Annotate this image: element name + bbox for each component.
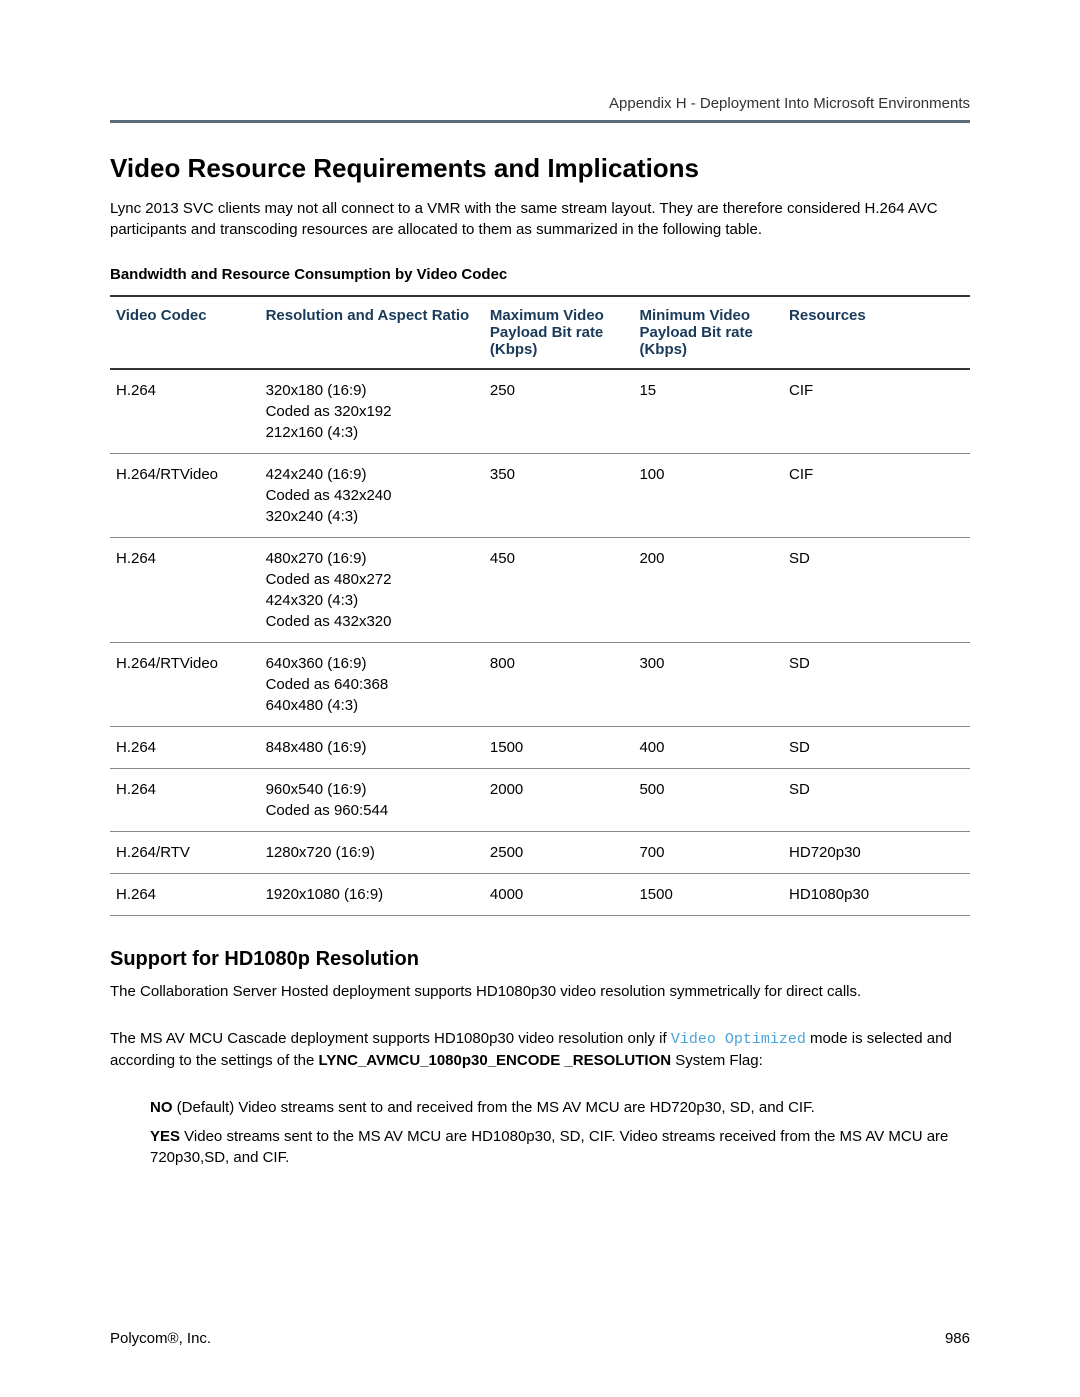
codec-table: Video Codec Resolution and Aspect Ratio … (110, 295, 970, 916)
cell-min: 400 (633, 727, 783, 769)
cell-resolution: 640x360 (16:9) Coded as 640:368 640x480 … (260, 643, 484, 727)
s2p2-post: System Flag: (671, 1052, 763, 1069)
s2p2-pre: The MS AV MCU Cascade deployment support… (110, 1030, 671, 1047)
cell-resources: CIF (783, 454, 970, 538)
th-max: Maximum Video Payload Bit rate (Kbps) (484, 296, 634, 369)
flag-no: NO (Default) Video streams sent to and r… (150, 1097, 970, 1118)
cell-resolution: 320x180 (16:9) Coded as 320x192 212x160 … (260, 369, 484, 454)
cell-max: 4000 (484, 874, 634, 916)
cell-resolution: 960x540 (16:9) Coded as 960:544 (260, 769, 484, 832)
section2-para2: The MS AV MCU Cascade deployment support… (110, 1028, 970, 1071)
table-caption: Bandwidth and Resource Consumption by Vi… (110, 266, 970, 283)
cell-codec: H.264/RTVideo (110, 643, 260, 727)
table-row: H.2641920x1080 (16:9)40001500HD1080p30 (110, 874, 970, 916)
flag-yes-label: YES (150, 1128, 180, 1145)
table-row: H.264480x270 (16:9) Coded as 480x272 424… (110, 538, 970, 643)
cell-codec: H.264 (110, 874, 260, 916)
table-row: H.264848x480 (16:9)1500400SD (110, 727, 970, 769)
th-min: Minimum Video Payload Bit rate (Kbps) (633, 296, 783, 369)
cell-min: 700 (633, 832, 783, 874)
cell-resources: SD (783, 643, 970, 727)
cell-codec: H.264 (110, 369, 260, 454)
cell-min: 300 (633, 643, 783, 727)
cell-resources: HD720p30 (783, 832, 970, 874)
cell-max: 450 (484, 538, 634, 643)
cell-min: 500 (633, 769, 783, 832)
cell-min: 1500 (633, 874, 783, 916)
page-footer: Polycom®, Inc. 986 (110, 1330, 970, 1347)
cell-resources: SD (783, 538, 970, 643)
cell-codec: H.264 (110, 727, 260, 769)
header-rule (110, 120, 970, 123)
cell-resolution: 848x480 (16:9) (260, 727, 484, 769)
cell-resources: SD (783, 727, 970, 769)
cell-max: 2500 (484, 832, 634, 874)
table-row: H.264320x180 (16:9) Coded as 320x192 212… (110, 369, 970, 454)
table-row: H.264/RTV1280x720 (16:9)2500700HD720p30 (110, 832, 970, 874)
footer-left: Polycom®, Inc. (110, 1330, 211, 1347)
cell-resources: CIF (783, 369, 970, 454)
flag-yes-text: Video streams sent to the MS AV MCU are … (150, 1128, 948, 1166)
s2p2-mono: Video Optimized (671, 1031, 806, 1048)
cell-resolution: 424x240 (16:9) Coded as 432x240 320x240 … (260, 454, 484, 538)
table-row: H.264/RTVideo424x240 (16:9) Coded as 432… (110, 454, 970, 538)
cell-codec: H.264 (110, 538, 260, 643)
th-resolution: Resolution and Aspect Ratio (260, 296, 484, 369)
section2-heading: Support for HD1080p Resolution (110, 948, 970, 971)
cell-min: 100 (633, 454, 783, 538)
th-codec: Video Codec (110, 296, 260, 369)
cell-resolution: 1280x720 (16:9) (260, 832, 484, 874)
cell-max: 800 (484, 643, 634, 727)
cell-max: 250 (484, 369, 634, 454)
th-resources: Resources (783, 296, 970, 369)
table-row: H.264960x540 (16:9) Coded as 960:5442000… (110, 769, 970, 832)
cell-codec: H.264/RTVideo (110, 454, 260, 538)
cell-max: 350 (484, 454, 634, 538)
flag-no-text: (Default) Video streams sent to and rece… (173, 1099, 815, 1116)
cell-resources: HD1080p30 (783, 874, 970, 916)
cell-resolution: 480x270 (16:9) Coded as 480x272 424x320 … (260, 538, 484, 643)
cell-min: 15 (633, 369, 783, 454)
page-title: Video Resource Requirements and Implicat… (110, 153, 970, 184)
cell-codec: H.264/RTV (110, 832, 260, 874)
flag-no-label: NO (150, 1099, 173, 1116)
table-row: H.264/RTVideo640x360 (16:9) Coded as 640… (110, 643, 970, 727)
flag-yes: YES Video streams sent to the MS AV MCU … (150, 1126, 970, 1168)
section2-para1: The Collaboration Server Hosted deployme… (110, 981, 970, 1002)
page-header: Appendix H - Deployment Into Microsoft E… (110, 95, 970, 112)
intro-paragraph: Lync 2013 SVC clients may not all connec… (110, 198, 970, 240)
cell-min: 200 (633, 538, 783, 643)
s2p2-bold: LYNC_AVMCU_1080p30_ENCODE _RESOLUTION (318, 1052, 671, 1069)
cell-resources: SD (783, 769, 970, 832)
cell-max: 2000 (484, 769, 634, 832)
footer-right: 986 (945, 1330, 970, 1347)
cell-max: 1500 (484, 727, 634, 769)
cell-codec: H.264 (110, 769, 260, 832)
cell-resolution: 1920x1080 (16:9) (260, 874, 484, 916)
